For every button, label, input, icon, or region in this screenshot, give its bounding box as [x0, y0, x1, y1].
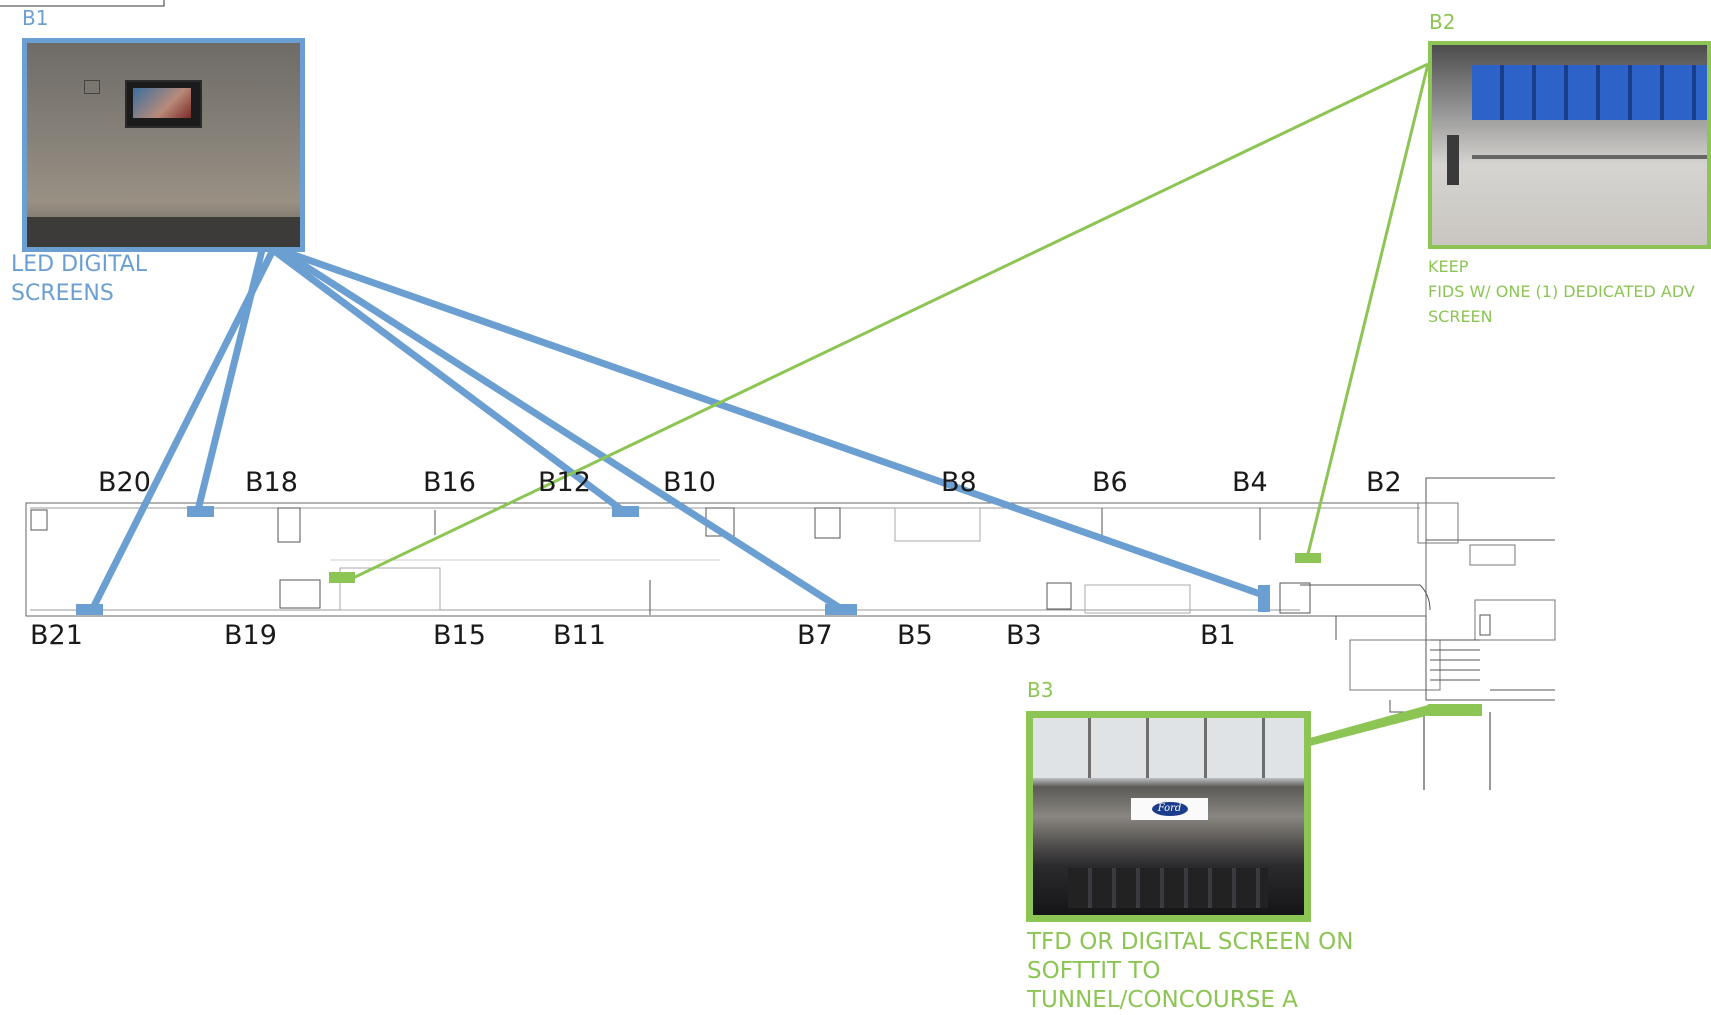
ford-logo: Ford — [1151, 802, 1188, 816]
b1-caption: LED DIGITAL SCREENS — [11, 250, 147, 308]
marker-b1 — [1258, 585, 1270, 612]
b2-caption-line1: KEEP — [1428, 257, 1469, 276]
gate-label: B8 — [941, 467, 977, 498]
b3-caption-line1: TFD OR DIGITAL SCREEN ON — [1027, 929, 1354, 955]
b3-caption-line3: TUNNEL/CONCOURSE A — [1027, 987, 1298, 1013]
b1-caption-line2: SCREENS — [11, 281, 114, 306]
gate-label: B15 — [433, 620, 486, 651]
gate-label: B12 — [538, 467, 591, 498]
marker-b21 — [76, 604, 103, 615]
gate-label: B21 — [30, 620, 83, 651]
b2-tag: B2 — [1429, 10, 1456, 34]
marker-fids-b2 — [1295, 553, 1321, 563]
b1-caption-line1: LED DIGITAL — [11, 252, 148, 277]
gate-label: B10 — [663, 467, 716, 498]
led-screen-markers — [76, 506, 1270, 615]
ford-sign: Ford — [1131, 798, 1208, 820]
b2-caption: KEEP FIDS W/ ONE (1) DEDICATED ADV SCREE… — [1428, 254, 1695, 329]
fids-leader-lines — [352, 62, 1430, 580]
b3-caption: TFD OR DIGITAL SCREEN ON SOFTTIT TO TUNN… — [1027, 928, 1353, 1015]
led-screen-leader-lines — [89, 246, 1270, 612]
gate-label: B11 — [553, 620, 606, 651]
green-markers — [329, 553, 1482, 716]
gate-label: B16 — [423, 467, 476, 498]
marker-b12 — [612, 506, 639, 517]
top-left-frame — [0, 0, 165, 7]
b3-caption-line2: SOFTTIT TO — [1027, 958, 1161, 984]
marker-b18 — [187, 506, 214, 517]
gate-label: B5 — [897, 620, 933, 651]
b1-tag: B1 — [22, 6, 49, 30]
gate-label: B3 — [1006, 620, 1042, 651]
b2-caption-line2: FIDS W/ ONE (1) DEDICATED ADV — [1428, 282, 1695, 301]
marker-b7 — [825, 604, 857, 615]
concourse-floor-plan — [25, 477, 1556, 790]
fids-screens-image — [1472, 65, 1707, 120]
b2-photo — [1428, 41, 1711, 249]
b1-photo — [22, 38, 305, 252]
gate-label: B4 — [1232, 467, 1268, 498]
gate-label: B7 — [797, 620, 833, 651]
gate-label: B19 — [224, 620, 277, 651]
marker-tunnel-softit — [1428, 704, 1482, 716]
b2-caption-line3: SCREEN — [1428, 307, 1493, 326]
gate-label: B6 — [1092, 467, 1128, 498]
gate-label: B2 — [1366, 467, 1402, 498]
tunnel-leader — [1310, 705, 1430, 746]
led-screen-image — [125, 80, 202, 128]
b3-tag: B3 — [1027, 678, 1054, 702]
gate-label: B18 — [245, 467, 298, 498]
marker-fids-b19 — [329, 572, 355, 583]
gate-label: B1 — [1200, 620, 1236, 651]
b3-photo: Ford — [1026, 711, 1311, 922]
gate-label: B20 — [98, 467, 151, 498]
